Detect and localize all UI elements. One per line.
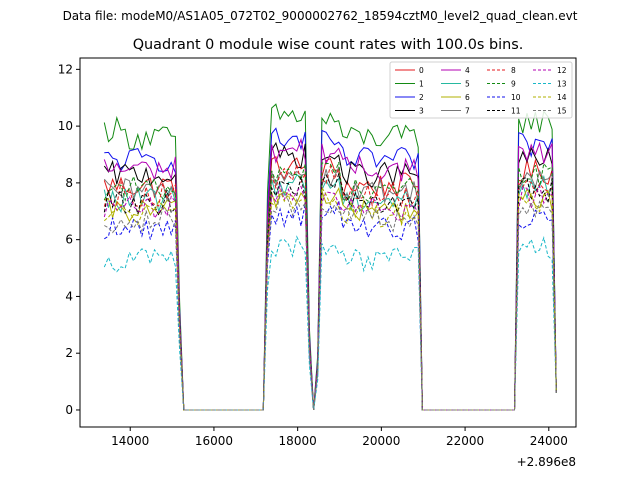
y-axis: 0 2 4 6 8 10 12 <box>58 62 80 417</box>
legend-label-6: 6 <box>465 93 470 102</box>
legend-label-8: 8 <box>511 66 516 75</box>
legend-label-1: 1 <box>419 80 424 89</box>
x-axis: 14000 16000 18000 20000 22000 24000 <box>111 427 568 448</box>
legend-label-7: 7 <box>465 107 470 116</box>
x-tick-label: 24000 <box>530 434 568 448</box>
legend-label-12: 12 <box>557 66 567 75</box>
legend-label-11: 11 <box>511 107 521 116</box>
series-line-0 <box>103 156 557 411</box>
x-tick-label: 20000 <box>362 434 400 448</box>
legend-label-5: 5 <box>465 80 470 89</box>
series-line-4 <box>103 137 557 411</box>
series-line-9 <box>103 162 557 411</box>
series-line-10 <box>104 200 557 411</box>
x-tick-label: 16000 <box>195 434 233 448</box>
y-tick-label: 2 <box>65 346 73 360</box>
series-line-1 <box>103 103 557 411</box>
series-layer <box>103 103 557 411</box>
chart-title: Quadrant 0 module wise count rates with … <box>133 37 524 53</box>
series-line-12 <box>103 184 557 411</box>
legend-label-10: 10 <box>511 93 521 102</box>
y-tick-label: 4 <box>65 289 73 303</box>
series-line-8 <box>103 162 557 411</box>
legend-label-9: 9 <box>511 80 516 89</box>
series-line-13 <box>103 235 557 411</box>
y-tick-label: 8 <box>65 176 73 190</box>
x-tick-label: 22000 <box>446 434 484 448</box>
legend-label-13: 13 <box>557 80 567 89</box>
chart-suptitle: Data file: modeM0/AS1A05_072T02_90000027… <box>63 9 578 23</box>
series-line-15 <box>104 191 557 411</box>
x-tick-label: 18000 <box>279 434 317 448</box>
legend-label-3: 3 <box>419 107 424 116</box>
y-tick-label: 0 <box>65 403 73 417</box>
legend-label-15: 15 <box>557 107 567 116</box>
series-line-11 <box>103 172 557 411</box>
series-line-2 <box>104 127 557 411</box>
y-tick-label: 6 <box>65 233 73 247</box>
x-offset-label: +2.896e8 <box>517 455 576 469</box>
legend-label-14: 14 <box>557 93 567 102</box>
axes-frame <box>79 57 577 428</box>
legend-label-4: 4 <box>465 66 470 75</box>
y-tick-label: 12 <box>58 62 73 76</box>
legend-box <box>389 61 573 119</box>
x-tick-label: 14000 <box>111 434 149 448</box>
legend-label-2: 2 <box>419 93 424 102</box>
y-tick-label: 10 <box>58 119 73 133</box>
legend-label-0: 0 <box>419 66 424 75</box>
series-line-5 <box>103 174 557 411</box>
